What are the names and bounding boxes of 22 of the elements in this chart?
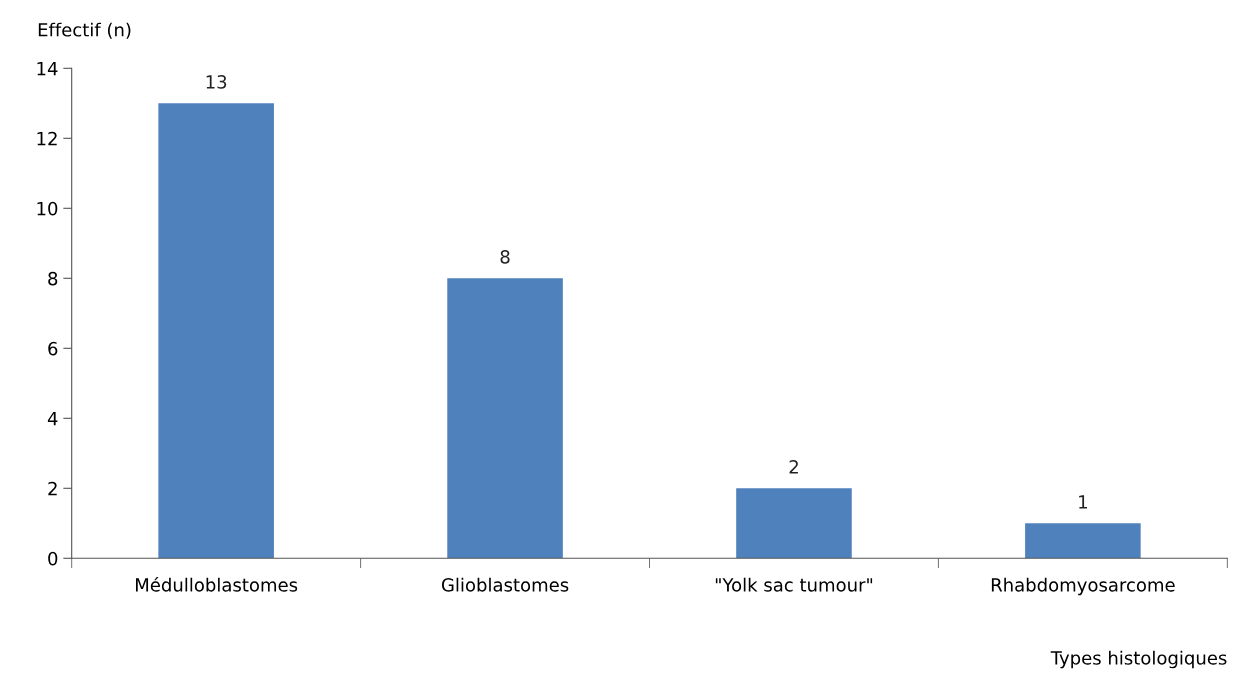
bar (447, 278, 563, 559)
bar (736, 488, 852, 559)
y-tick-label: 14 (37, 62, 58, 76)
y-tick-label: 8 (48, 271, 58, 286)
x-tick-label: Médulloblastomes (135, 577, 298, 592)
bar (158, 103, 274, 559)
y-tick-label: 6 (48, 341, 58, 356)
x-tick-label: Glioblastomes (441, 577, 569, 592)
data-label: 2 (789, 460, 798, 474)
data-label: 13 (206, 75, 227, 89)
y-tick-label: 2 (48, 481, 57, 496)
y-tick-label: 4 (47, 412, 58, 426)
x-tick-label: "Yolk sac tumour" (715, 577, 873, 592)
data-label: 1 (1079, 495, 1087, 509)
x-axis-title: Types histologiques (1050, 650, 1227, 669)
bar (1025, 523, 1141, 559)
data-label: 8 (500, 250, 510, 264)
y-tick-label: 12 (37, 131, 57, 146)
y-tick-label: 10 (37, 201, 58, 216)
y-axis-title: Effectif (n) (38, 22, 131, 39)
x-tick-label: Rhabdomyosarcome (991, 577, 1175, 596)
y-tick-label: 0 (48, 551, 58, 566)
